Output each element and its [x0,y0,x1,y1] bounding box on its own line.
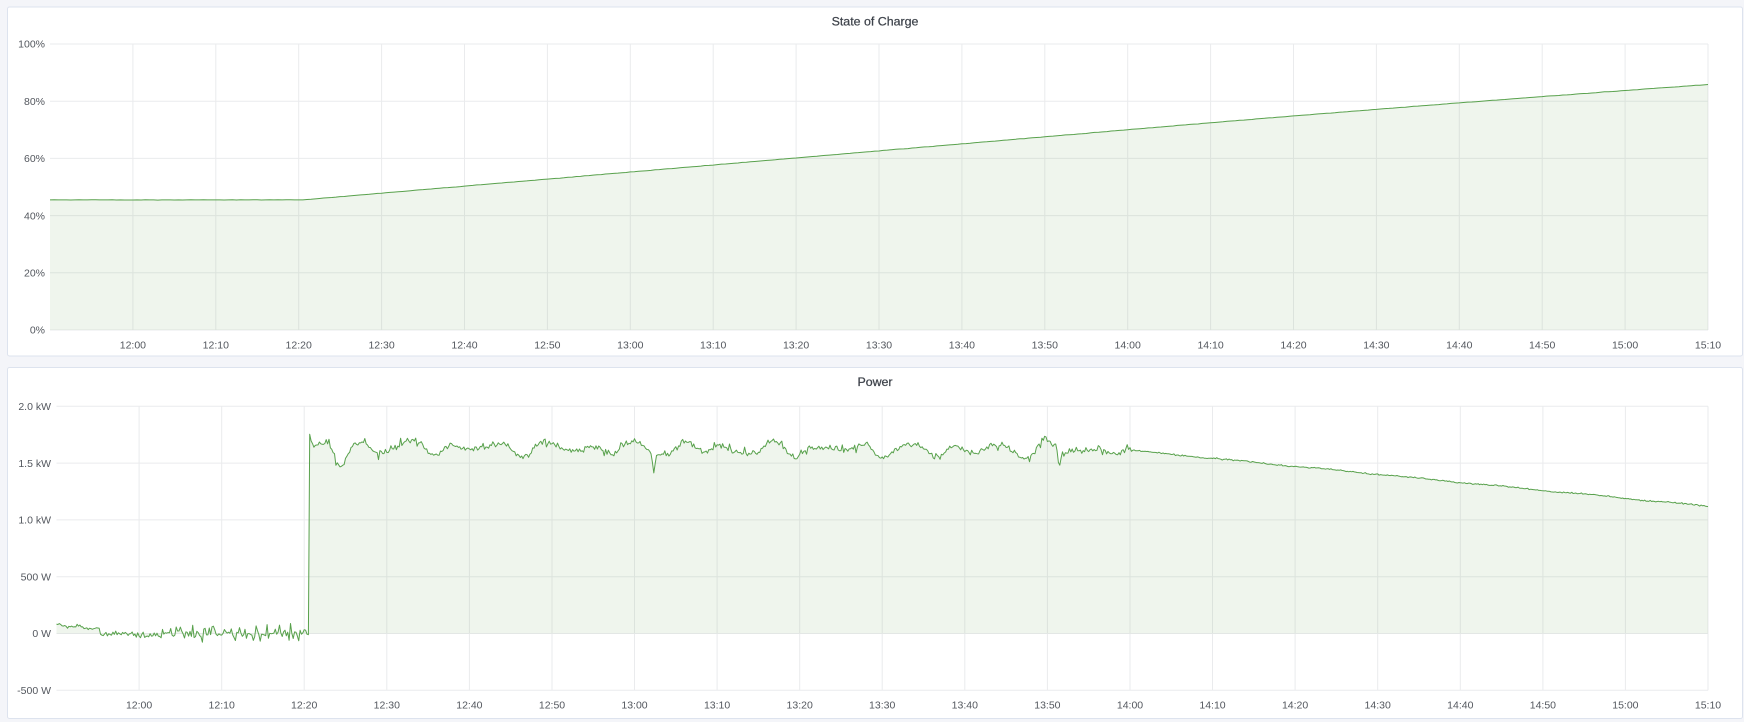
svg-text:14:20: 14:20 [1282,699,1308,711]
svg-text:1.5 kW: 1.5 kW [18,458,51,470]
svg-text:40%: 40% [24,210,45,222]
svg-text:20%: 20% [24,268,45,280]
svg-text:14:40: 14:40 [1446,339,1472,351]
svg-text:14:40: 14:40 [1447,699,1473,711]
svg-text:2.0 kW: 2.0 kW [18,401,51,413]
svg-text:12:10: 12:10 [203,339,229,351]
svg-text:80%: 80% [24,96,45,108]
svg-text:1.0 kW: 1.0 kW [18,515,51,527]
svg-text:14:50: 14:50 [1530,699,1556,711]
svg-text:13:40: 13:40 [949,339,975,351]
svg-text:13:00: 13:00 [621,699,647,711]
svg-text:12:50: 12:50 [534,339,560,351]
svg-text:13:30: 13:30 [866,339,892,351]
svg-text:100%: 100% [18,39,45,51]
svg-text:12:20: 12:20 [291,699,317,711]
svg-text:12:00: 12:00 [126,699,152,711]
svg-text:12:40: 12:40 [451,339,477,351]
svg-text:13:00: 13:00 [617,339,643,351]
svg-text:15:00: 15:00 [1612,699,1638,711]
svg-text:14:10: 14:10 [1199,699,1225,711]
svg-text:60%: 60% [24,153,45,165]
svg-text:12:10: 12:10 [209,699,235,711]
svg-text:13:20: 13:20 [783,339,809,351]
svg-text:14:00: 14:00 [1115,339,1141,351]
svg-text:0 W: 0 W [32,628,51,640]
svg-text:13:10: 13:10 [700,339,726,351]
svg-text:State of Charge: State of Charge [832,14,919,28]
svg-text:15:00: 15:00 [1612,339,1638,351]
svg-text:15:10: 15:10 [1695,699,1721,711]
svg-text:14:00: 14:00 [1117,699,1143,711]
svg-text:13:20: 13:20 [787,699,813,711]
svg-text:13:40: 13:40 [952,699,978,711]
svg-text:Power: Power [857,375,892,389]
svg-text:14:30: 14:30 [1365,699,1391,711]
svg-text:14:30: 14:30 [1363,339,1389,351]
svg-text:-500 W: -500 W [17,685,51,697]
svg-text:13:10: 13:10 [704,699,730,711]
svg-text:15:10: 15:10 [1695,339,1721,351]
svg-text:12:30: 12:30 [374,699,400,711]
svg-text:14:10: 14:10 [1197,339,1223,351]
svg-text:500 W: 500 W [21,571,51,583]
svg-text:12:00: 12:00 [120,339,146,351]
svg-text:12:50: 12:50 [539,699,565,711]
svg-text:13:50: 13:50 [1034,699,1060,711]
svg-text:12:20: 12:20 [286,339,312,351]
svg-text:12:30: 12:30 [368,339,394,351]
svg-text:12:40: 12:40 [456,699,482,711]
svg-text:13:50: 13:50 [1032,339,1058,351]
svg-text:14:50: 14:50 [1529,339,1555,351]
svg-text:14:20: 14:20 [1280,339,1306,351]
svg-text:13:30: 13:30 [869,699,895,711]
svg-text:0%: 0% [30,325,45,337]
